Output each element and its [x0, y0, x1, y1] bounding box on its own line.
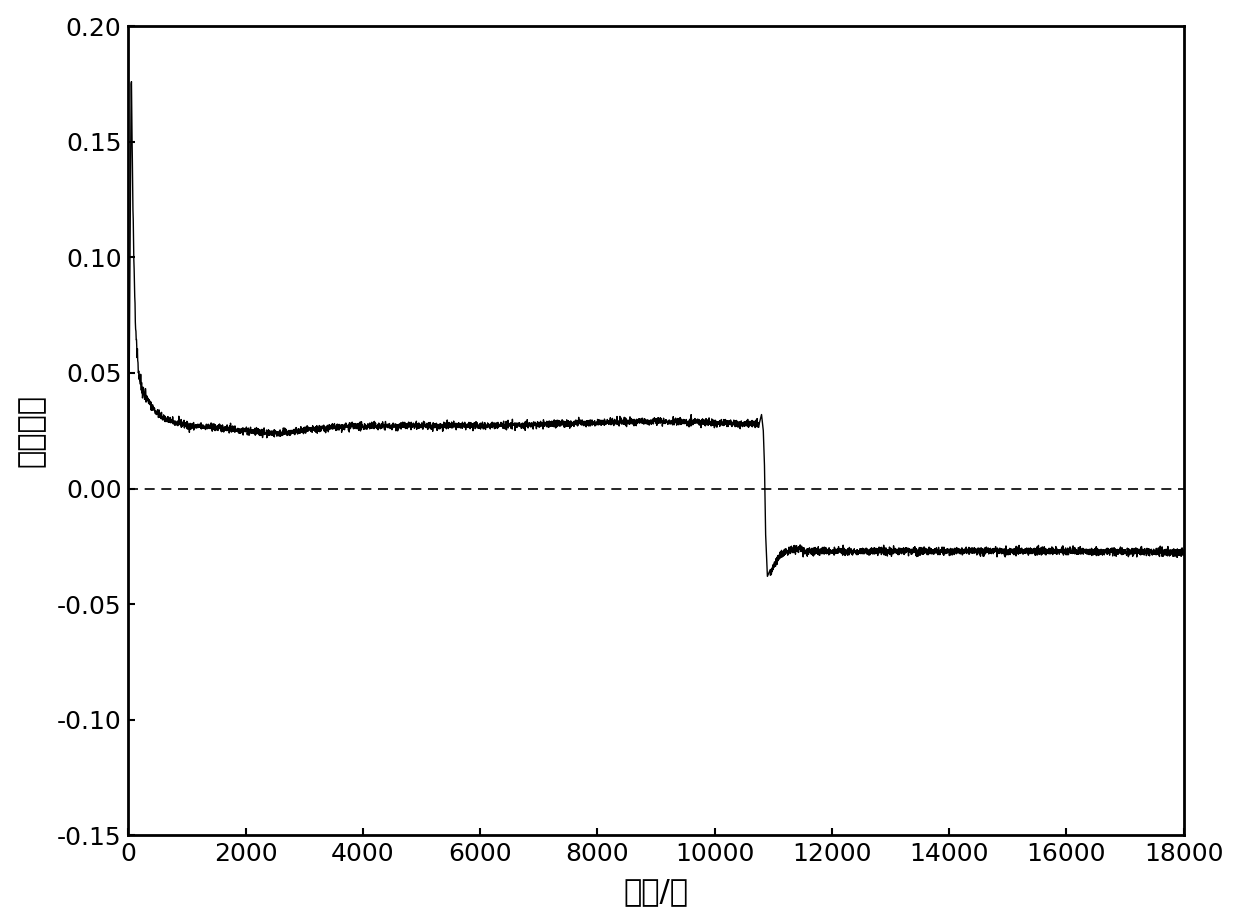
Y-axis label: 摩擦系数: 摩擦系数: [16, 394, 46, 467]
X-axis label: 时间/秒: 时间/秒: [624, 878, 688, 906]
